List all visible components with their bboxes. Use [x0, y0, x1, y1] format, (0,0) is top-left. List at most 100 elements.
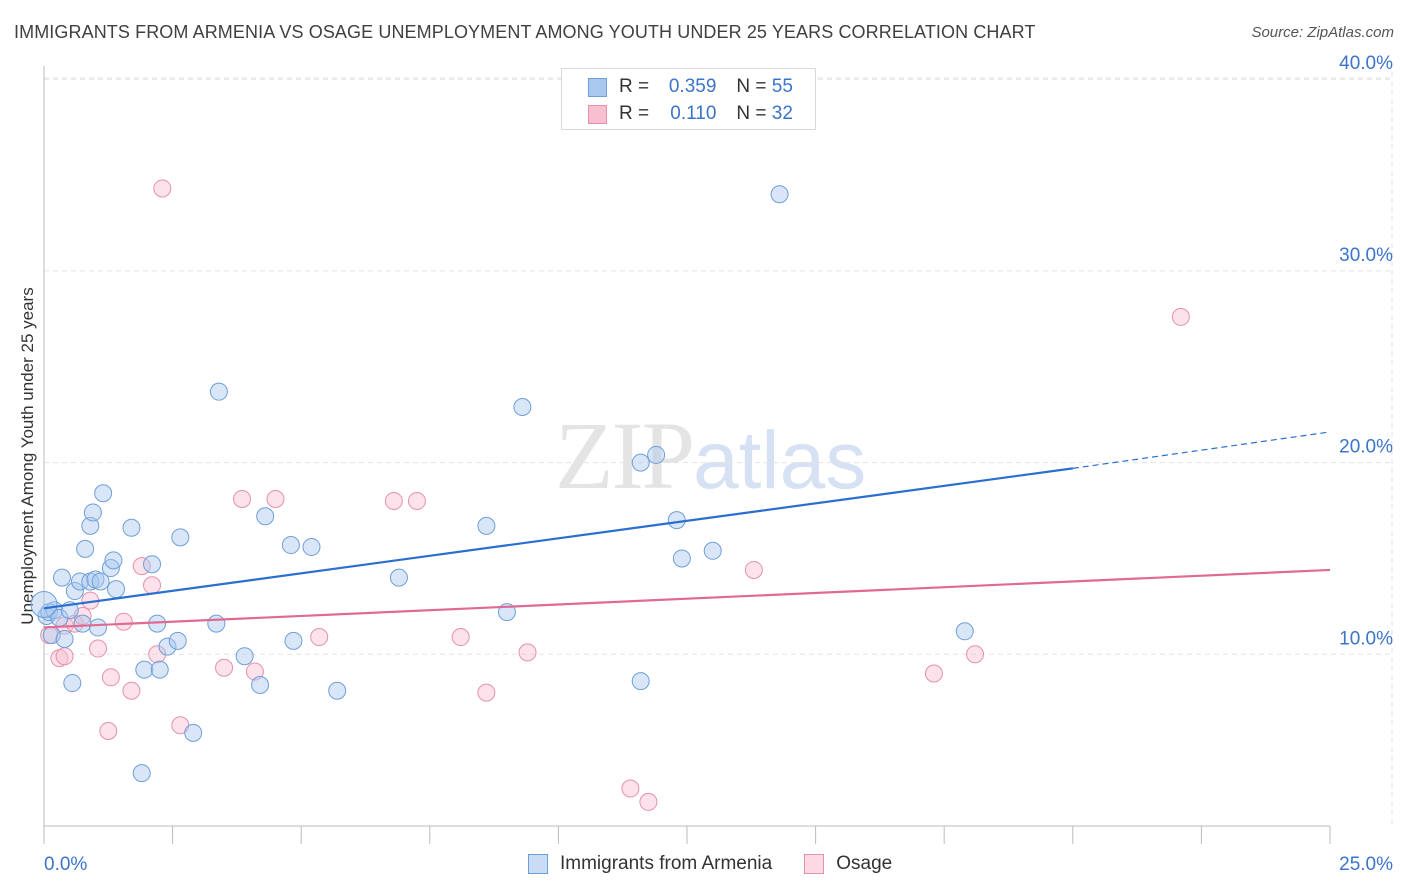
osage-point: [65, 614, 84, 633]
armenia-trendline-extension: [1072, 431, 1331, 469]
armenia-point: [53, 568, 72, 587]
series-legend: Immigrants from Armenia Osage: [528, 852, 924, 876]
armenia-point: [94, 484, 113, 503]
osage-legend-swatch: [804, 854, 825, 874]
osage-point: [245, 662, 264, 681]
armenia-point: [171, 528, 190, 547]
legend-item-osage: Osage: [804, 853, 892, 875]
osage-point: [518, 643, 537, 662]
osage-point: [966, 645, 985, 664]
legend-row-osage: R = 0.110 N = 32: [588, 102, 793, 126]
legend-label-armenia: Immigrants from Armenia: [560, 853, 773, 874]
osage-point: [744, 560, 763, 579]
x-tick-label: 25.0%: [1339, 854, 1393, 875]
armenia-point: [76, 539, 95, 558]
armenia-point: [703, 541, 722, 560]
r-value: 0.110: [670, 103, 717, 124]
osage-point: [101, 668, 120, 687]
armenia-point: [770, 185, 789, 204]
osage-point: [621, 779, 640, 798]
osage-point: [407, 491, 426, 510]
armenia-point: [71, 572, 90, 591]
armenia-legend-swatch: [528, 854, 548, 874]
osage-point: [384, 491, 403, 510]
watermark-zip: ZIP: [555, 402, 695, 509]
armenia-point: [65, 582, 84, 601]
osage-point: [148, 645, 167, 664]
n-value: 55: [771, 76, 793, 97]
armenia-point: [150, 660, 169, 679]
y-tick-label: 40.0%: [1339, 53, 1393, 74]
armenia-point: [89, 618, 108, 637]
watermark: ZIPatlas: [555, 400, 866, 511]
osage-point: [310, 628, 329, 647]
osage-point: [153, 179, 172, 198]
n-value: 32: [771, 103, 793, 124]
armenia-point: [631, 453, 650, 472]
armenia-point: [281, 536, 300, 555]
armenia-point: [143, 555, 162, 574]
x-tick-label: 0.0%: [44, 854, 87, 875]
osage-point: [215, 658, 234, 677]
armenia-point: [284, 631, 303, 650]
armenia-point: [73, 614, 92, 633]
armenia-point: [209, 382, 228, 401]
n-label: N =: [736, 103, 767, 124]
armenia-swatch: [588, 77, 607, 97]
armenia-point: [104, 551, 123, 570]
armenia-point: [631, 672, 650, 691]
armenia-point: [513, 398, 532, 417]
armenia-point: [184, 723, 203, 742]
armenia-point: [389, 568, 408, 587]
y-tick-label: 20.0%: [1339, 437, 1393, 458]
source-label: Source: ZipAtlas.com: [1251, 24, 1394, 41]
armenia-point: [63, 674, 82, 693]
r-label: R =: [619, 76, 650, 97]
osage-point: [122, 681, 141, 700]
armenia-point: [122, 518, 141, 537]
r-label: R =: [619, 103, 650, 124]
armenia-point: [158, 637, 177, 656]
n-label: N =: [736, 76, 767, 97]
osage-point: [266, 490, 285, 509]
armenia-point: [168, 631, 187, 650]
armenia-point: [667, 511, 686, 530]
armenia-point: [55, 629, 74, 648]
osage-point: [233, 490, 252, 509]
osage-point: [639, 792, 658, 811]
armenia-point: [81, 516, 100, 535]
armenia-point: [107, 580, 126, 599]
osage-point: [451, 628, 470, 647]
osage-point: [477, 683, 496, 702]
legend-row-armenia: R = 0.359 N = 55: [588, 75, 793, 99]
y-tick-label: 10.0%: [1339, 628, 1393, 649]
armenia-trendline: [43, 467, 1073, 610]
armenia-point: [132, 764, 151, 783]
osage-point: [89, 639, 108, 658]
correlation-legend: R = 0.359 N = 55 R = 0.110 N = 32: [561, 68, 816, 130]
armenia-point: [477, 516, 496, 535]
armenia-point: [328, 681, 347, 700]
y-tick-label: 30.0%: [1339, 245, 1393, 266]
armenia-point: [251, 675, 270, 694]
osage-point: [99, 721, 118, 740]
armenia-point: [135, 660, 154, 679]
watermark-atlas: atlas: [693, 415, 867, 506]
armenia-point: [91, 572, 110, 591]
legend-label-osage: Osage: [836, 853, 893, 874]
chart-title: IMMIGRANTS FROM ARMENIA VS OSAGE UNEMPLO…: [14, 22, 1036, 42]
armenia-point: [302, 537, 321, 556]
osage-point: [114, 612, 133, 631]
armenia-point: [256, 507, 275, 526]
armenia-point: [647, 445, 666, 464]
legend-item-armenia: Immigrants from Armenia: [528, 853, 772, 875]
osage-swatch: [588, 104, 607, 124]
armenia-point: [83, 503, 102, 522]
armenia-point: [235, 647, 254, 666]
osage-point: [1171, 307, 1190, 326]
r-value: 0.359: [668, 76, 717, 97]
armenia-point: [955, 622, 974, 641]
osage-point: [55, 647, 74, 666]
armenia-point: [672, 549, 691, 568]
